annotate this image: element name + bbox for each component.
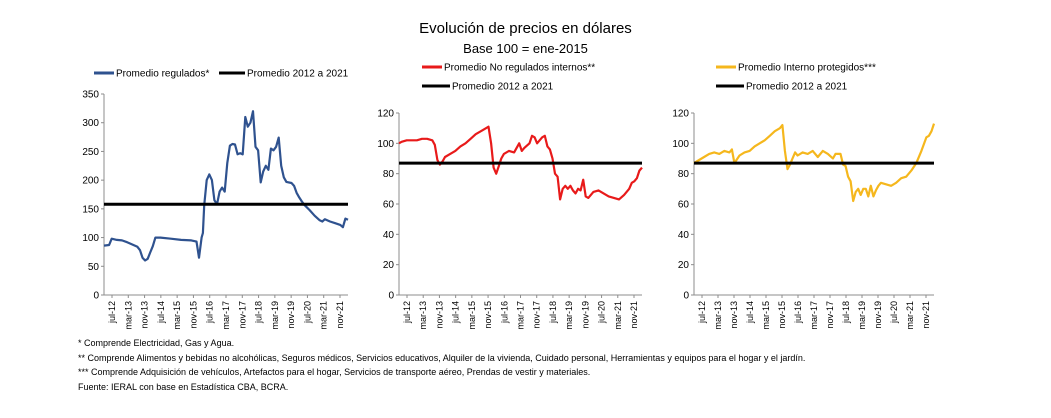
footnotes: * Comprende Electricidad, Gas y Agua. **…	[78, 336, 805, 394]
x-tick-label: mar-19	[270, 301, 280, 330]
x-tick-label: nov-13	[434, 301, 444, 329]
x-tick-label: nov-15	[188, 301, 198, 329]
y-tick-label: 150	[82, 204, 99, 215]
y-tick-label: 60	[383, 200, 395, 211]
y-tick-label: 40	[383, 230, 395, 241]
x-tick-label: jul-18	[254, 301, 264, 324]
x-tick-label: nov-21	[629, 301, 639, 329]
series-line	[693, 123, 936, 203]
y-tick-label: 0	[388, 291, 394, 302]
x-tick-label: mar-13	[123, 301, 133, 330]
x-tick-label: jul-14	[156, 301, 166, 324]
y-tick-label: 60	[678, 200, 690, 211]
y-tick-label: 80	[678, 169, 690, 180]
x-tick-label: mar-19	[564, 301, 574, 330]
y-tick-label: 100	[82, 233, 99, 244]
x-tick-label: nov-13	[729, 301, 739, 329]
x-tick-label: mar-13	[418, 301, 428, 330]
y-tick-label: 20	[383, 260, 395, 271]
x-tick-label: mar-15	[761, 301, 771, 330]
series-line	[398, 125, 643, 201]
x-tick-label: nov-19	[580, 301, 590, 329]
x-tick-label: jul-16	[793, 301, 803, 324]
x-tick-label: nov-17	[237, 301, 247, 329]
x-tick-label: mar-21	[905, 301, 915, 330]
x-tick-label: nov-21	[335, 301, 345, 329]
x-tick-label: nov-19	[286, 301, 296, 329]
x-tick-label: jul-14	[451, 301, 461, 324]
y-tick-label: 0	[93, 291, 99, 302]
x-tick-label: mar-19	[857, 301, 867, 330]
y-tick-label: 20	[678, 260, 690, 271]
x-tick-label: jul-12	[402, 301, 412, 324]
x-tick-label: mar-15	[467, 301, 477, 330]
x-tick-label: nov-21	[921, 301, 931, 329]
y-tick-label: 250	[82, 147, 99, 158]
x-tick-label: jul-14	[745, 301, 755, 324]
x-tick-label: nov-15	[483, 301, 493, 329]
y-tick-label: 40	[678, 230, 690, 241]
legend-label: Promedio Interno protegidos***	[738, 63, 876, 74]
x-tick-label: jul-20	[889, 301, 899, 324]
legend-label: Promedio No regulados internos**	[444, 63, 595, 74]
x-tick-label: nov-17	[825, 301, 835, 329]
footnote-2: ** Comprende Alimentos y bebidas no alco…	[78, 352, 806, 363]
y-tick-label: 350	[82, 90, 99, 101]
y-tick-label: 120	[377, 109, 394, 120]
chart-title: Evolución de precios en dólares	[419, 20, 632, 37]
x-tick-label: nov-17	[532, 301, 542, 329]
legend-label: Promedio 2012 a 2021	[746, 82, 848, 93]
y-tick-label: 50	[88, 262, 100, 273]
x-tick-label: jul-18	[548, 301, 558, 324]
x-tick-label: mar-21	[613, 301, 623, 330]
x-tick-label: jul-16	[499, 301, 509, 324]
y-tick-label: 0	[683, 291, 689, 302]
y-tick-label: 100	[377, 139, 394, 150]
legend-label: Promedio regulados*	[116, 69, 209, 80]
x-tick-label: mar-13	[713, 301, 723, 330]
y-tick-label: 120	[672, 109, 689, 120]
x-tick-label: mar-17	[221, 301, 231, 330]
x-tick-label: jul-12	[107, 301, 117, 324]
x-tick-label: jul-18	[841, 301, 851, 324]
y-tick-label: 80	[383, 169, 395, 180]
footnote-3: *** Comprende Adquisición de vehículos, …	[78, 367, 591, 378]
source-note: Fuente: IERAL con base en Estadística CB…	[78, 381, 289, 392]
x-tick-label: mar-21	[319, 301, 329, 330]
y-tick-label: 300	[82, 118, 99, 129]
x-tick-label: jul-16	[205, 301, 215, 324]
x-tick-label: jul-20	[302, 301, 312, 324]
series-line	[103, 110, 349, 262]
footnote-1: * Comprende Electricidad, Gas y Agua.	[78, 338, 235, 348]
x-tick-label: jul-12	[697, 301, 707, 324]
legend-label: Promedio 2012 a 2021	[452, 82, 554, 93]
x-tick-label: nov-19	[873, 301, 883, 329]
x-tick-label: nov-13	[140, 301, 150, 329]
x-tick-label: mar-17	[516, 301, 526, 330]
x-tick-label: nov-15	[777, 301, 787, 329]
x-tick-label: jul-20	[597, 301, 607, 324]
y-tick-label: 100	[672, 139, 689, 150]
x-tick-label: mar-15	[172, 301, 182, 330]
chart-subtitle: Base 100 = ene-2015	[463, 41, 588, 56]
y-tick-label: 200	[82, 176, 99, 187]
x-tick-label: mar-17	[809, 301, 819, 330]
legend-label: Promedio 2012 a 2021	[247, 69, 349, 80]
